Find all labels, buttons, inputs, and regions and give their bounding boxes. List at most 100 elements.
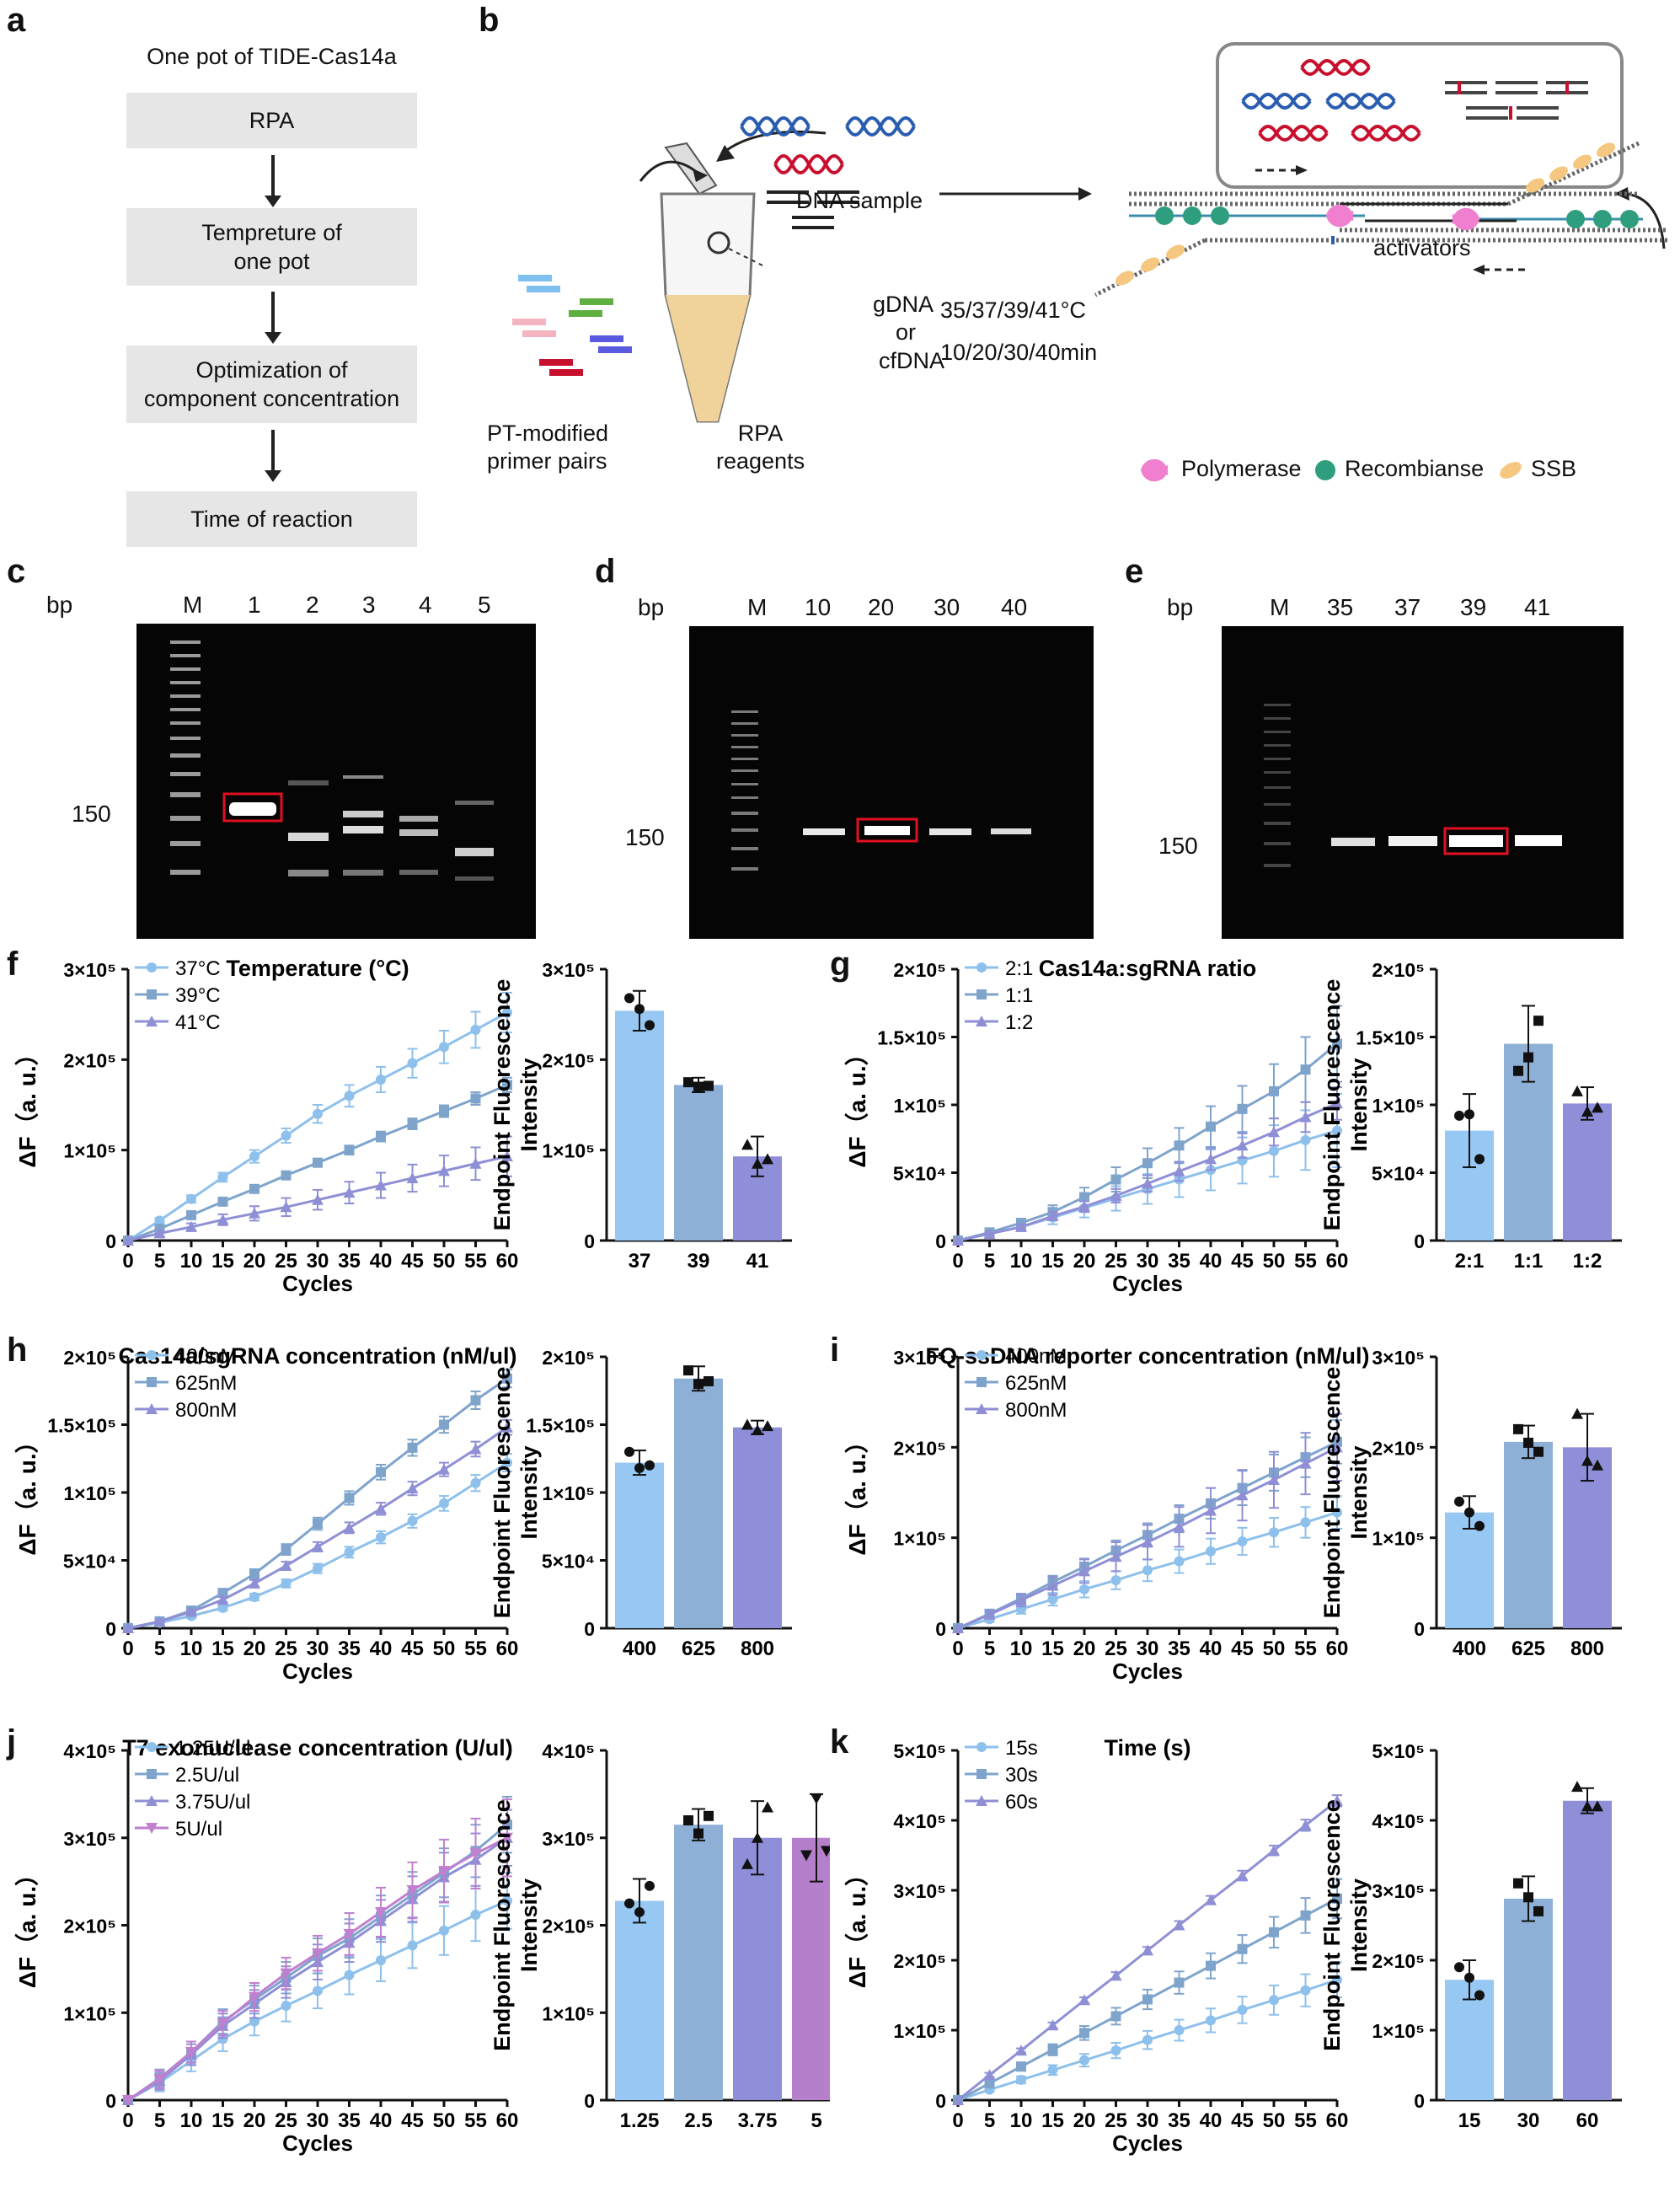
chart-k-data-point [1016,2074,1026,2085]
chart-k-data-point [1331,1794,1343,1806]
chart-j-y-tick-label: 1×10⁵ [63,2002,116,2024]
chart-g-bar-y-tick-label: 1×10⁵ [1372,1095,1425,1117]
chart-j-bar-point [624,1898,634,1909]
gel-e-bands [1264,704,1562,867]
chart-g-y-tick-label: 5×10⁴ [893,1163,946,1185]
chart-i-data-point [1236,1489,1249,1501]
chart-i-x-tick-label: 50 [1263,1637,1286,1660]
chart-k-x-tick-label: 30 [1137,2109,1159,2132]
chart-k-y-tick-label: 2×10⁵ [893,1950,946,1972]
schematic-graphics [512,42,1668,482]
chart-h-series-0 [123,1453,512,1633]
panel-label-b: b [479,2,500,39]
chart-f-legend-label: 41°C [175,1011,221,1034]
chart-j-data-point [469,1848,482,1860]
chart-i-bar-point [1581,1455,1593,1466]
chart-j-data-point [344,1970,355,1980]
chart-k-data-point [1300,1985,1311,1996]
rpa-reagents-label: RPA reagents [716,421,805,474]
chart-k-data-point [1016,2061,1026,2072]
chart-i-bar-point [1533,1446,1544,1457]
chart-k-data-point [1047,2065,1058,2076]
chart-j-x-tick-label: 20 [243,2109,266,2132]
gel-d-lane-10: 10 [805,594,832,620]
chart-k-x-tick-label: 20 [1073,2109,1096,2132]
chart-f-data-point [280,1201,292,1213]
chart-f-data-point [249,1183,259,1194]
chart-i-bar-ylabel: Endpoint FluorescenceIntensity [1319,1367,1372,1619]
chart-j-ylabel: ΔF（a. u.） [13,1862,40,1988]
chart-i-series-2 [952,1412,1343,1633]
chart-i-xlabel: Cycles [1112,1659,1183,1684]
chart-i-x-tick-label: 35 [1168,1637,1190,1660]
chart-k-legend-marker [976,1795,987,1806]
chart-j-legend-marker [146,1795,158,1806]
chart-k-x-tick-label: 55 [1294,2109,1317,2132]
chart-k-data-point [1110,2011,1121,2022]
chart-h-data-point [502,1457,512,1468]
chart-g-x-tick-label: 40 [1200,1250,1223,1273]
chart-h-bar-y-tick-label: 2×10⁵ [542,1347,595,1369]
chart-f-x-tick-label: 45 [401,1250,424,1273]
chart-i-x-tick-label: 0 [952,1637,963,1660]
flow-step-time: Time of reaction [126,491,417,547]
chart-j-data-point [153,2074,166,2086]
chart-f-bar-point [624,993,634,1004]
chart-f-y-tick-label: 1×10⁵ [63,1140,116,1162]
chart-h: Cas14a/sgRNA concentration (nM/ul)0 5 10 15… [13,1343,792,1684]
chart-g-legend-label: 1:1 [1005,984,1033,1007]
chart-f-series-0 [123,991,512,1246]
chart-f-data-point [153,1227,166,1239]
chart-k-y-tick-label: 0 [935,2090,946,2112]
chart-j-legend-marker [147,1769,157,1779]
gel-e-lane-37: 37 [1394,594,1421,620]
chart-h-x-tick-label: 60 [496,1637,519,1660]
chart-j-bar-y-tick-label: 2×10⁵ [542,1916,595,1937]
chart-i-x-tick-label: 5 [984,1637,995,1660]
chart-f-data-point [375,1179,387,1191]
panel-label-f: f [7,946,19,983]
chart-j-xlabel: Cycles [282,2130,353,2156]
chart-i-legend-label: 625nM [1005,1372,1067,1395]
chart-k-bar-y-tick-label: 1×10⁵ [1372,2020,1425,2042]
chart-f-y-tick-label: 3×10⁵ [63,959,116,981]
chart-g-xlabel: Cycles [1112,1271,1183,1296]
chart-g-bar-point [1581,1106,1593,1117]
chart-g-data-point [1015,1220,1027,1232]
chart-f-legend-label: 37°C [175,957,221,980]
chart-h-data-point [469,1443,482,1455]
chart-k-bar-point [1513,1878,1523,1889]
chart-f-legend-marker [146,1016,158,1026]
chart-g-x-tick-label: 30 [1137,1250,1159,1273]
chart-g-bar-point [1592,1101,1603,1113]
chart-h-data-point [153,1615,166,1627]
chart-h-bar [615,1462,664,1628]
chart-k-data-point [1173,1919,1185,1931]
chart-j-bar [792,1837,830,2100]
chart-i-data-point [1047,1594,1058,1605]
flow-title: One pot of TIDE-Cas14a [147,44,397,69]
chart-f-data-point [407,1118,418,1129]
chart-i-bar-y-tick-label: 2×10⁵ [1372,1437,1425,1459]
chart-g-data-point [1110,1174,1121,1185]
chart-f-data-point [281,1170,292,1181]
chart-j-y-tick-label: 2×10⁵ [63,1916,116,1937]
chart-f-data-point [470,1093,481,1104]
chart-h-data-point [313,1519,323,1530]
chart-f-x-tick-label: 40 [370,1250,393,1273]
panel-label-h: h [7,1332,28,1369]
cfdna-label: cfDNA [879,348,945,373]
chart-g-bar-y-tick-label: 1.5×10⁵ [1356,1027,1425,1049]
chart-j-series-0 [123,1872,512,2105]
chart-j-x-tick-label: 50 [433,2109,456,2132]
chart-g-bar-y-tick-label: 0 [1414,1230,1425,1252]
chart-h-bar-y-tick-label: 0 [584,1618,595,1640]
chart-h-data-point [502,1373,512,1384]
gdna-label: gDNA [873,292,934,317]
chart-k-bar-y-tick-label: 4×10⁵ [1372,1810,1425,1832]
chart-g-data-point [1174,1140,1185,1151]
chart-i-data-point [1078,1565,1090,1577]
chart-h-bar-ylabel: Endpoint FluorescenceIntensity [490,1367,542,1619]
chart-h-y-tick-label: 5×10⁴ [63,1551,116,1573]
chart-g-x-tick-label: 50 [1263,1250,1286,1273]
